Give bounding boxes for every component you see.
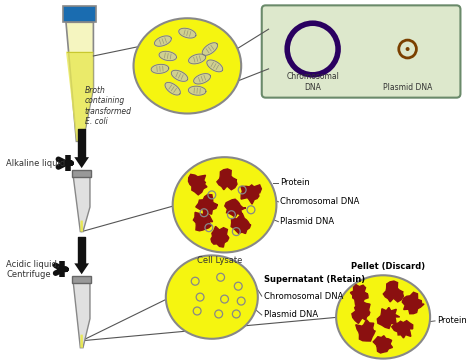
Polygon shape xyxy=(352,302,370,323)
Polygon shape xyxy=(356,320,375,341)
Text: Chromosomal DNA: Chromosomal DNA xyxy=(264,292,343,300)
Polygon shape xyxy=(159,51,176,60)
Polygon shape xyxy=(80,334,83,348)
FancyBboxPatch shape xyxy=(262,5,460,98)
Text: Broth
containing
transformed
E. coli: Broth containing transformed E. coli xyxy=(84,86,132,126)
Polygon shape xyxy=(392,321,413,338)
Ellipse shape xyxy=(336,275,430,359)
Ellipse shape xyxy=(166,256,258,339)
Polygon shape xyxy=(74,157,89,168)
Polygon shape xyxy=(74,264,89,274)
Text: Cell Lysate: Cell Lysate xyxy=(197,256,242,265)
Polygon shape xyxy=(377,307,400,328)
Polygon shape xyxy=(165,83,180,95)
Polygon shape xyxy=(373,336,392,353)
Text: Plasmid DNA: Plasmid DNA xyxy=(383,83,432,92)
Polygon shape xyxy=(193,212,213,231)
Polygon shape xyxy=(63,7,96,22)
Polygon shape xyxy=(73,177,90,232)
Text: Protein: Protein xyxy=(280,178,310,188)
Polygon shape xyxy=(73,170,91,177)
Polygon shape xyxy=(188,86,206,95)
Polygon shape xyxy=(207,60,223,72)
Polygon shape xyxy=(211,226,229,247)
Polygon shape xyxy=(155,36,171,46)
Polygon shape xyxy=(66,52,93,141)
Polygon shape xyxy=(171,70,188,81)
Circle shape xyxy=(406,47,410,51)
Text: Plasmid DNA: Plasmid DNA xyxy=(280,217,335,226)
Polygon shape xyxy=(231,213,251,233)
Text: Plasmid DNA: Plasmid DNA xyxy=(264,311,318,319)
Polygon shape xyxy=(179,28,196,38)
Polygon shape xyxy=(73,276,91,283)
Polygon shape xyxy=(73,283,90,348)
Text: Protein: Protein xyxy=(437,316,467,325)
Polygon shape xyxy=(350,285,368,306)
Polygon shape xyxy=(196,194,218,216)
Text: Chromosomal DNA: Chromosomal DNA xyxy=(280,197,360,206)
Polygon shape xyxy=(202,43,218,55)
Ellipse shape xyxy=(173,157,276,252)
Polygon shape xyxy=(402,292,424,314)
Polygon shape xyxy=(151,64,169,73)
Polygon shape xyxy=(217,169,237,190)
Polygon shape xyxy=(241,185,261,204)
Polygon shape xyxy=(189,174,207,195)
Text: Pellet (Discard): Pellet (Discard) xyxy=(351,262,425,271)
Polygon shape xyxy=(66,22,93,141)
Text: Supernatant (Retain): Supernatant (Retain) xyxy=(264,275,365,284)
Text: Alkaline liquid: Alkaline liquid xyxy=(6,159,65,168)
Text: Chromosomal
DNA: Chromosomal DNA xyxy=(286,72,339,92)
Polygon shape xyxy=(80,220,83,232)
Polygon shape xyxy=(225,199,246,217)
Polygon shape xyxy=(194,73,210,84)
Polygon shape xyxy=(189,54,206,64)
Text: Acidic liquid,
Centrifuge: Acidic liquid, Centrifuge xyxy=(6,260,60,279)
Ellipse shape xyxy=(134,18,241,114)
Polygon shape xyxy=(383,281,403,302)
